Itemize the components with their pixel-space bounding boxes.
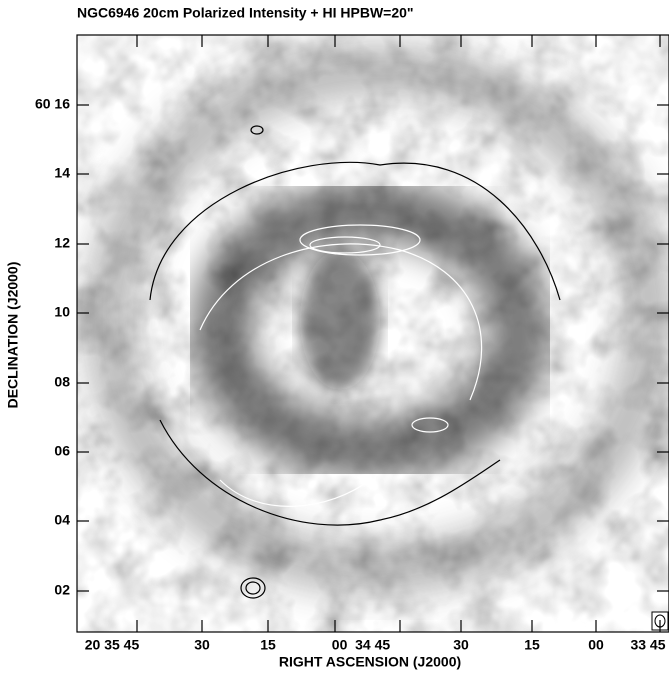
x-tick-label: 30 (453, 637, 469, 653)
y-tick-label: 60 16 (35, 96, 70, 112)
x-tick-label: 00 (588, 637, 604, 653)
image (77, 35, 669, 632)
y-axis-label: DECLINATION (J2000) (5, 262, 21, 409)
y-tick-label: 12 (54, 235, 70, 251)
x-tick-label: 00 34 45 (332, 637, 391, 653)
x-tick-label: 20 35 45 (85, 637, 140, 653)
x-tick-label: 33 45 (630, 637, 665, 653)
y-tick-label: 08 (54, 374, 70, 390)
plot-frame (76, 34, 669, 633)
y-tick-label: 06 (54, 443, 70, 459)
y-tick-label: 02 (54, 582, 70, 598)
x-tick-label: 15 (524, 637, 540, 653)
y-tick-label: 04 (54, 512, 70, 528)
y-tick-label: 14 (54, 165, 70, 181)
x-axis-label: RIGHT ASCENSION (J2000) (279, 654, 461, 670)
x-tick-label: 30 (194, 637, 210, 653)
y-tick-label: 10 (54, 304, 70, 320)
title: NGC6946 20cm Polarized Intensity + HI HP… (77, 5, 414, 21)
x-tick-label: 15 (260, 637, 276, 653)
tick-marks (77, 35, 669, 632)
